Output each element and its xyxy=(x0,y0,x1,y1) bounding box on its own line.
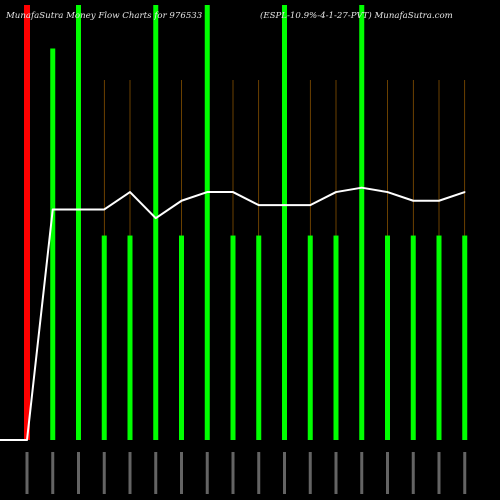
x-tick-label xyxy=(257,452,261,494)
line-point xyxy=(180,199,183,202)
bar xyxy=(333,235,339,440)
x-tick-label xyxy=(51,452,55,494)
line-point xyxy=(154,217,157,219)
x-tick-label xyxy=(463,452,467,494)
line-point xyxy=(438,199,440,202)
line-point xyxy=(232,191,234,193)
bar xyxy=(230,235,236,440)
line-point xyxy=(412,199,415,202)
chart-title: MunafaSutra Money Flow Charts for 976533 xyxy=(6,11,203,21)
line-point xyxy=(51,208,54,211)
line-point xyxy=(26,439,28,441)
x-tick-label xyxy=(205,452,209,494)
x-tick-label xyxy=(386,452,389,494)
bar xyxy=(410,235,416,440)
bar xyxy=(204,5,210,440)
x-tick-label xyxy=(180,452,183,494)
bar xyxy=(76,5,81,440)
bar xyxy=(385,235,390,440)
x-tick-label xyxy=(231,452,235,494)
x-tick-label xyxy=(128,452,132,494)
line-point xyxy=(257,204,260,206)
bar xyxy=(462,235,468,440)
line-point xyxy=(360,186,363,189)
x-tick-label xyxy=(154,452,158,494)
bar-series xyxy=(24,5,468,440)
bar xyxy=(359,5,365,440)
x-tick-label xyxy=(308,452,312,494)
line-point xyxy=(386,191,389,193)
bar xyxy=(282,5,287,440)
x-tick-marks xyxy=(25,452,467,494)
bar xyxy=(101,235,107,440)
x-tick-label xyxy=(102,452,106,494)
line-point xyxy=(103,208,106,211)
bar xyxy=(179,235,184,440)
x-tick-label xyxy=(334,452,338,494)
bar xyxy=(127,235,133,440)
bar xyxy=(307,235,313,440)
x-tick-label xyxy=(283,452,286,494)
bar xyxy=(256,235,262,440)
x-tick-label xyxy=(437,452,441,494)
bar xyxy=(24,5,30,440)
chart-subtitle: (ESPL-10.9%-4-1-27-PVT) MunafaSutra.com xyxy=(260,11,453,21)
x-tick-label xyxy=(360,452,364,494)
line-point xyxy=(206,191,209,193)
line-point xyxy=(129,191,131,193)
line-point xyxy=(335,191,337,193)
x-tick-label xyxy=(77,452,80,494)
bar xyxy=(436,235,442,440)
x-tick-label xyxy=(411,452,415,494)
bar xyxy=(50,48,56,440)
line-series xyxy=(0,186,466,441)
x-tick-label xyxy=(25,452,29,494)
line-point xyxy=(77,208,80,211)
bar xyxy=(153,5,159,440)
line-point xyxy=(463,191,466,193)
line-point xyxy=(283,204,286,206)
line-point xyxy=(309,204,312,206)
